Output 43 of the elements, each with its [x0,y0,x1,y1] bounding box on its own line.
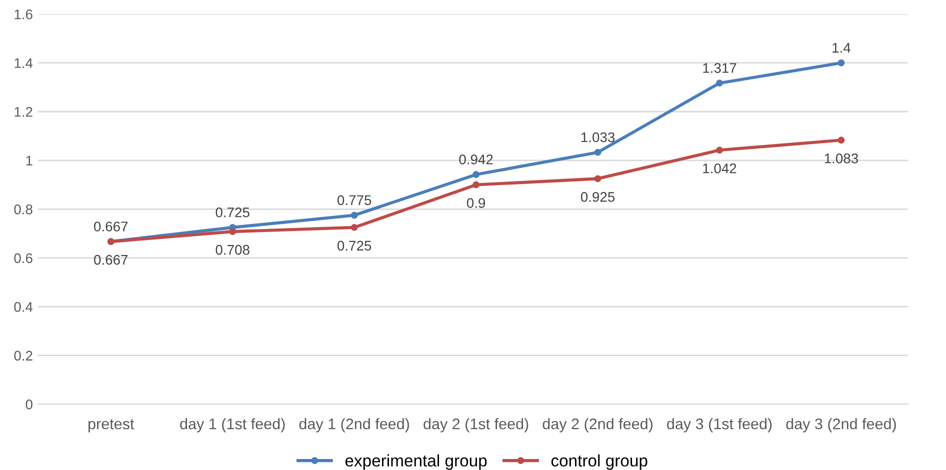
point [229,228,236,236]
data-label: 1.4 [832,43,850,53]
data-label: 0.667 [94,222,128,232]
y-tick-label: 0.6 [14,253,32,264]
point [594,148,602,156]
x-tick-label: day 2 (2nd feed) [542,418,652,432]
x-tick-label: day 2 (1st feed) [424,418,528,432]
point [716,146,723,154]
y-tick-label: 1.2 [14,106,32,117]
point [716,80,723,87]
point [350,224,358,231]
point [838,59,845,66]
y-tick-label: 0.4 [14,302,33,312]
data-label: 0.725 [337,240,372,251]
x-tick-label: pretest [88,419,134,432]
x-tick-label: day 3 (2nd feed) [786,418,896,432]
x-tick-label: day 3 (1st feed) [667,418,772,432]
data-label: 1.042 [703,163,736,174]
data-label: 0.9 [466,198,486,208]
x-tick-label: day 1 (1st feed) [180,418,285,432]
x-tick-label: day 1 (2nd feed) [299,418,410,432]
point [594,175,602,182]
y-tick-label: 1 [26,156,32,166]
point [838,136,845,144]
y-tick-label: 1.6 [14,9,32,20]
data-label: 0.725 [216,207,250,218]
legend-label: experimental group [345,454,487,470]
data-label: 1.033 [581,132,615,142]
y-tick-label: 0.2 [14,350,32,361]
data-label: 0.775 [337,195,372,206]
y-tick-label: 0 [26,400,32,410]
point [472,171,480,178]
y-tick-label: 1.4 [14,58,33,68]
data-label: 1.317 [703,63,736,73]
point [350,212,358,219]
data-label: 0.925 [580,192,615,202]
data-label: 1.083 [824,153,858,164]
point [472,181,480,188]
data-label: 0.942 [459,154,493,164]
data-label: 0.708 [216,244,250,255]
data-label: 0.667 [94,254,128,265]
y-tick-label: 0.8 [14,204,32,214]
legend-label: control group [551,454,648,470]
